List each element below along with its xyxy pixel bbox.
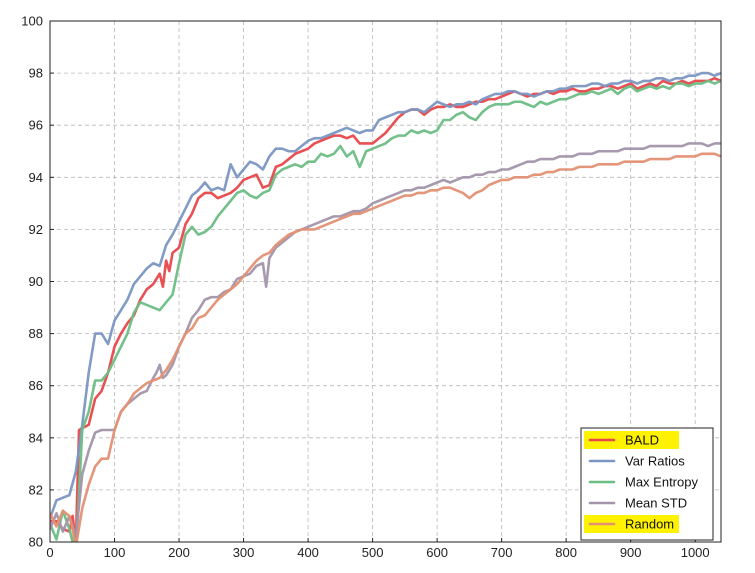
series-line-var-ratios [50,71,721,520]
legend-label: Random [625,517,674,532]
x-tick-label: 400 [297,545,319,560]
legend-label: Mean STD [625,496,687,511]
y-tick-label: 94 [29,170,43,185]
y-tick-label: 82 [29,482,43,497]
legend: BALD Var Ratios Max Entropy Mean STD Random [580,427,714,541]
series-line-random [50,152,721,542]
y-tick-label: 96 [29,118,43,133]
series-lines [50,71,721,542]
x-axis-ticks: 0 100 200 300 400 500 600 700 800 900 1000 [46,538,710,560]
y-tick-label: 88 [29,326,43,341]
legend-entry: Max Entropy [588,475,698,490]
x-tick-label: 300 [233,545,255,560]
legend-entry: Var Ratios [588,454,685,469]
y-tick-label: 86 [29,378,43,393]
legend-label: BALD [625,433,659,448]
x-tick-label: 200 [168,545,190,560]
x-tick-label: 800 [555,545,577,560]
series-line-max-entropy [50,79,721,542]
x-tick-label: 600 [426,545,448,560]
legend-label: Var Ratios [625,454,685,469]
y-tick-label: 80 [29,535,43,550]
y-tick-label: 92 [29,222,43,237]
legend-label: Max Entropy [625,475,698,490]
x-tick-label: 100 [104,545,126,560]
legend-entry: Mean STD [588,496,687,511]
x-tick-label: 700 [491,545,513,560]
y-tick-label: 84 [29,430,43,445]
y-axis-ticks: 80 82 84 86 88 90 92 94 96 98 100 [21,14,54,550]
legend-highlight [584,431,679,449]
y-tick-label: 98 [29,66,43,81]
y-tick-label: 90 [29,274,43,289]
y-tick-label: 100 [21,14,43,29]
x-tick-label: 500 [362,545,384,560]
legend-entry: BALD [584,431,679,449]
x-tick-label: 0 [46,545,53,560]
legend-entry: Random [584,515,679,533]
x-tick-label: 900 [620,545,642,560]
legend-highlight [584,515,679,533]
series-line-mean-std [50,142,721,539]
x-tick-label: 1000 [681,545,710,560]
